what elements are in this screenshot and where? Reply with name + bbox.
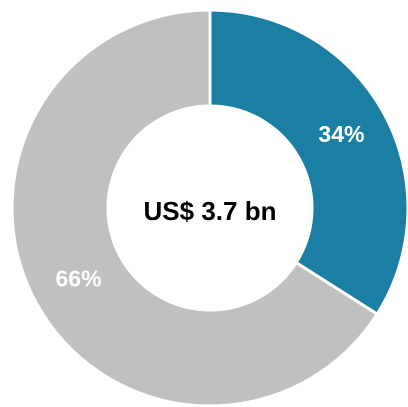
donut-slice-34	[208, 8, 408, 317]
slice-label-66: 66%	[56, 265, 102, 291]
donut-slice-66	[10, 8, 380, 407]
donut-slices	[10, 8, 408, 407]
slice-labels: 34% 66%	[56, 121, 365, 292]
slice-label-34: 34%	[318, 121, 364, 147]
center-total-label: US$ 3.7 bn	[144, 196, 277, 226]
